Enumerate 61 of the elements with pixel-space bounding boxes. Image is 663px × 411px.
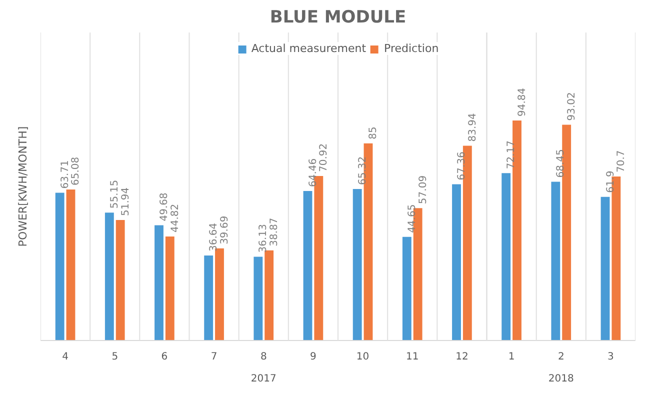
data-label: 39.69 [219,216,230,244]
data-label: 70.92 [318,143,330,172]
bar [104,212,114,340]
data-label: 85 [368,126,380,140]
bar [165,236,174,340]
text: 2018 [548,374,574,384]
legend-label: Actual measurement [251,42,366,55]
bar [154,225,164,340]
data-label: 36.13 [258,224,270,253]
y-axis-title: POWER[KWH/MONTH] [16,126,30,247]
x-tick-label: 8 [260,352,267,362]
x-tick-label: 2 [558,352,564,362]
bar [264,250,274,340]
x-tick-label: 6 [161,352,168,362]
x-tick-label: 3 [608,352,614,362]
x-tick-label: 4 [62,352,68,362]
bar [204,256,214,340]
data-label: 49.68 [159,192,170,222]
bar [452,184,461,340]
data-label: 67.36 [456,152,468,180]
data-label: 63.71 [60,160,71,189]
data-label: 64.46 [308,158,319,187]
x-tick-label: 1 [508,352,515,362]
data-label: 51.94 [120,187,132,216]
data-label: 36.64 [208,222,220,252]
x-tick-label: 11 [406,352,419,362]
data-label: 44.82 [170,204,181,233]
bar [600,196,610,340]
chart-title: BLUE MODULE [270,8,406,28]
bar [215,248,224,340]
bar [502,173,511,340]
data-label: 57.09 [418,175,429,204]
data-label: 94.84 [516,88,528,116]
text: 2017 [250,374,276,384]
bar [116,220,125,340]
data-label: 68.45 [556,149,567,178]
bar [562,124,572,340]
bar [66,190,76,340]
legend-label: Prediction [384,42,439,55]
data-label: 61.9 [605,170,616,193]
x-tick-label: 12 [456,352,468,362]
data-label: 65.08 [70,156,82,186]
bar [55,192,64,340]
data-label: 70.7 [616,150,628,172]
bar [551,182,560,340]
x-tick-label: 7 [210,352,218,362]
x-tick-label: 10 [356,352,370,362]
x-tick-label: 5 [112,352,118,362]
bar [303,190,312,340]
data-label: 44.65 [406,204,418,233]
bar [254,256,263,340]
bar [402,236,412,340]
bar [352,188,362,340]
data-label: 83.94 [467,113,478,142]
data-label: 93.02 [566,92,578,121]
data-label: 38.87 [269,218,280,246]
x-tick-label: 9 [310,352,316,362]
bar [512,120,522,340]
data-label: 72.17 [506,140,518,170]
data-label: 55.15 [109,180,120,209]
data-label: 65.32 [357,156,368,185]
